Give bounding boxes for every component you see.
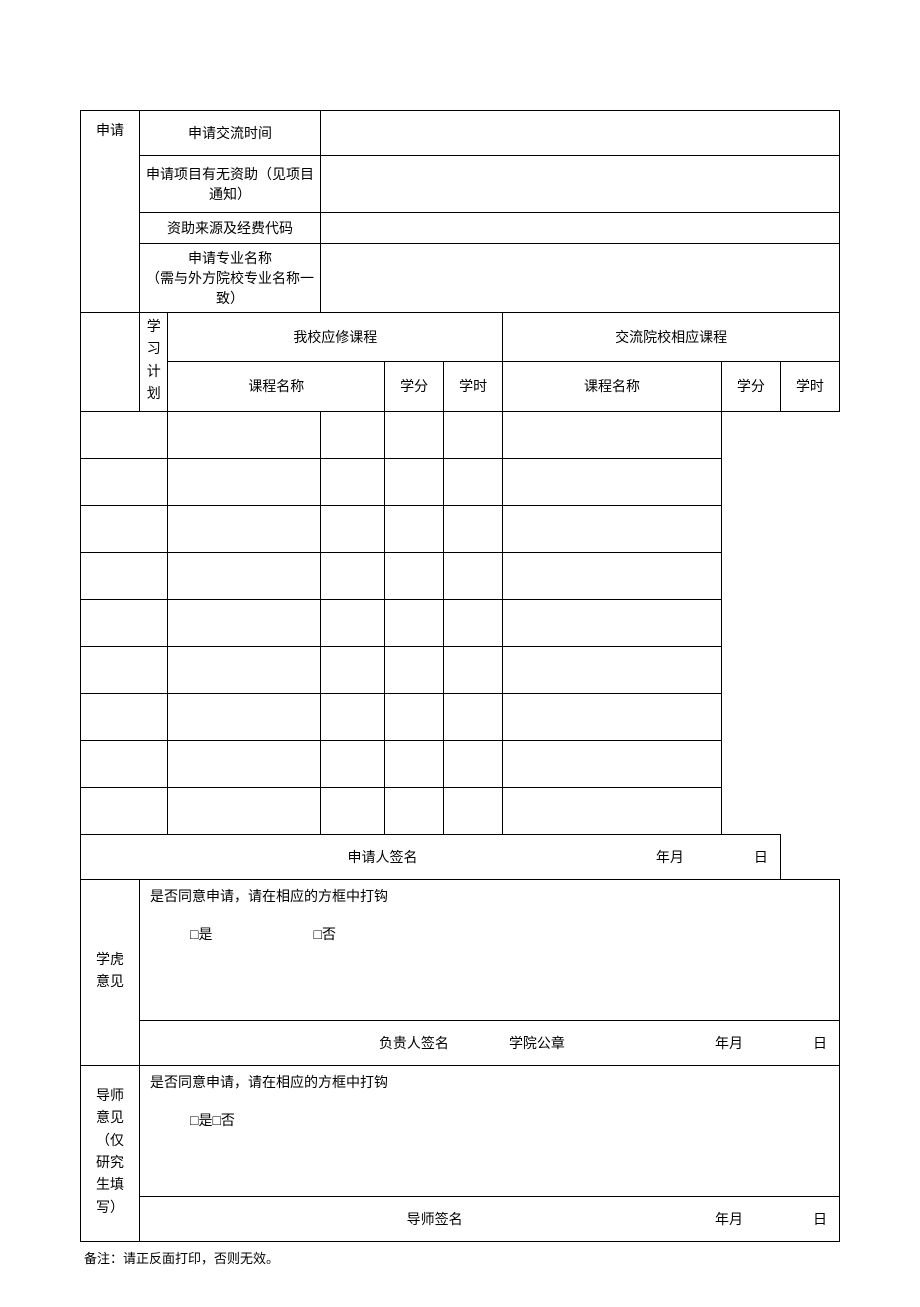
cell-our-credits[interactable] bbox=[168, 458, 321, 505]
cell-our-hours[interactable] bbox=[321, 411, 385, 458]
label-day-3: 日 bbox=[813, 1209, 827, 1229]
cell-their-hours[interactable] bbox=[503, 693, 722, 740]
cell-our-credits[interactable] bbox=[168, 740, 321, 787]
cell-their-credits[interactable] bbox=[444, 411, 503, 458]
cell-their-hours[interactable] bbox=[503, 646, 722, 693]
header-our-credits: 学分 bbox=[385, 362, 444, 411]
header-our-courses: 我校应修课程 bbox=[168, 313, 503, 362]
cell-funding-source-value[interactable] bbox=[321, 213, 840, 244]
label-year-month-1: 年月 bbox=[656, 847, 684, 867]
cell-their-course-name[interactable] bbox=[385, 693, 444, 740]
cell-our-credits[interactable] bbox=[168, 411, 321, 458]
cell-our-hours[interactable] bbox=[321, 693, 385, 740]
cell-their-course-name[interactable] bbox=[385, 505, 444, 552]
cell-our-course-name[interactable] bbox=[81, 505, 168, 552]
label-college-stamp: 学院公章 bbox=[509, 1033, 565, 1053]
cell-their-hours[interactable] bbox=[503, 599, 722, 646]
header-their-course-name: 课程名称 bbox=[503, 362, 722, 411]
cell-our-credits[interactable] bbox=[168, 693, 321, 740]
cell-their-hours[interactable] bbox=[503, 552, 722, 599]
cell-our-course-name[interactable] bbox=[81, 552, 168, 599]
header-our-course-name: 课程名称 bbox=[168, 362, 385, 411]
cell-our-course-name[interactable] bbox=[81, 599, 168, 646]
cell-their-hours[interactable] bbox=[503, 411, 722, 458]
label-college-opinion: 学虎意见 bbox=[81, 879, 140, 1065]
label-year-month-2: 年月 bbox=[715, 1033, 743, 1053]
cell-their-course-name[interactable] bbox=[385, 740, 444, 787]
cell-our-credits[interactable] bbox=[168, 787, 321, 834]
row-applicant-signature[interactable]: 申请人签名 年月 日 bbox=[81, 834, 781, 879]
cell-their-hours[interactable] bbox=[503, 505, 722, 552]
row-supervisor-signature[interactable]: 导师签名 年月 日 bbox=[140, 1196, 840, 1241]
cell-their-credits[interactable] bbox=[444, 740, 503, 787]
cell-exchange-time-value[interactable] bbox=[321, 111, 840, 156]
text-approval-question-1: 是否同意申请，请在相应的方框中打钩 bbox=[150, 886, 833, 906]
checkbox-no-1[interactable]: □否 bbox=[314, 928, 336, 943]
checkbox-yes-1[interactable]: □是 bbox=[190, 924, 310, 944]
cell-our-credits[interactable] bbox=[168, 505, 321, 552]
label-day-1: 日 bbox=[754, 847, 768, 867]
cell-their-credits[interactable] bbox=[444, 787, 503, 834]
label-applicant-signature: 申请人签名 bbox=[348, 847, 418, 867]
label-funding-source: 资助来源及经费代码 bbox=[140, 213, 321, 244]
cell-their-credits[interactable] bbox=[444, 505, 503, 552]
cell-their-credits[interactable] bbox=[444, 458, 503, 505]
cell-our-course-name[interactable] bbox=[81, 693, 168, 740]
cell-our-hours[interactable] bbox=[321, 740, 385, 787]
cell-their-credits[interactable] bbox=[444, 552, 503, 599]
cell-our-course-name[interactable] bbox=[81, 740, 168, 787]
row-college-signature[interactable]: 负贵人签名 学院公章 年月 日 bbox=[140, 1020, 840, 1065]
cell-their-credits[interactable] bbox=[444, 599, 503, 646]
label-supervisor-opinion: 导师意见（仅研究生填写） bbox=[81, 1065, 140, 1241]
label-year-month-3: 年月 bbox=[715, 1209, 743, 1229]
cell-their-hours[interactable] bbox=[503, 787, 722, 834]
cell-supervisor-opinion-body[interactable]: 是否同意申请，请在相应的方框中打钩 □是□否 bbox=[140, 1065, 840, 1196]
cell-our-credits[interactable] bbox=[168, 552, 321, 599]
header-our-hours: 学时 bbox=[444, 362, 503, 411]
cell-college-opinion-body[interactable]: 是否同意申请，请在相应的方框中打钩 □是 □否 bbox=[140, 879, 840, 1020]
cell-our-course-name[interactable] bbox=[81, 787, 168, 834]
label-exchange-time: 申请交流时间 bbox=[140, 111, 321, 156]
label-day-2: 日 bbox=[813, 1033, 827, 1053]
cell-their-course-name[interactable] bbox=[385, 552, 444, 599]
label-study-plan: 学习计划 bbox=[140, 313, 168, 412]
cell-their-course-name[interactable] bbox=[385, 458, 444, 505]
label-funding: 申请项目有无资助（见项目通知） bbox=[140, 156, 321, 213]
cell-their-course-name[interactable] bbox=[385, 646, 444, 693]
cell-our-credits[interactable] bbox=[168, 599, 321, 646]
text-approval-question-2: 是否同意申请，请在相应的方框中打钩 bbox=[150, 1072, 833, 1092]
cell-our-course-name[interactable] bbox=[81, 458, 168, 505]
cell-their-hours[interactable] bbox=[503, 740, 722, 787]
header-their-credits: 学分 bbox=[721, 362, 780, 411]
cell-their-hours[interactable] bbox=[503, 458, 722, 505]
label-supervisor-signature: 导师签名 bbox=[407, 1209, 463, 1229]
cell-our-hours[interactable] bbox=[321, 599, 385, 646]
cell-their-credits[interactable] bbox=[444, 693, 503, 740]
checkbox-yesno-2[interactable]: □是□否 bbox=[190, 1114, 235, 1129]
label-apply: 申请 bbox=[81, 111, 140, 313]
cell-their-course-name[interactable] bbox=[385, 599, 444, 646]
cell-major-value[interactable] bbox=[321, 244, 840, 313]
cell-our-course-name[interactable] bbox=[81, 646, 168, 693]
cell-our-hours[interactable] bbox=[321, 646, 385, 693]
header-their-courses: 交流院校相应课程 bbox=[503, 313, 840, 362]
cell-funding-value[interactable] bbox=[321, 156, 840, 213]
cell-our-course-name[interactable] bbox=[81, 411, 168, 458]
col1-blank-studyplan bbox=[81, 313, 140, 412]
cell-their-course-name[interactable] bbox=[385, 787, 444, 834]
cell-our-hours[interactable] bbox=[321, 552, 385, 599]
label-major: 申请专业名称（需与外方院校专业名称一致） bbox=[140, 244, 321, 313]
cell-our-hours[interactable] bbox=[321, 787, 385, 834]
cell-our-hours[interactable] bbox=[321, 505, 385, 552]
cell-their-credits[interactable] bbox=[444, 646, 503, 693]
cell-our-credits[interactable] bbox=[168, 646, 321, 693]
application-form-table: 申请 申请交流时间 申请项目有无资助（见项目通知） 资助来源及经费代码 申请专业… bbox=[80, 110, 840, 1242]
footnote-text: 备注：请正反面打印，否则无效。 bbox=[80, 1248, 840, 1267]
cell-our-hours[interactable] bbox=[321, 458, 385, 505]
cell-their-course-name[interactable] bbox=[385, 411, 444, 458]
label-manager-signature: 负贵人签名 bbox=[379, 1033, 449, 1053]
header-their-hours: 学时 bbox=[780, 362, 839, 411]
